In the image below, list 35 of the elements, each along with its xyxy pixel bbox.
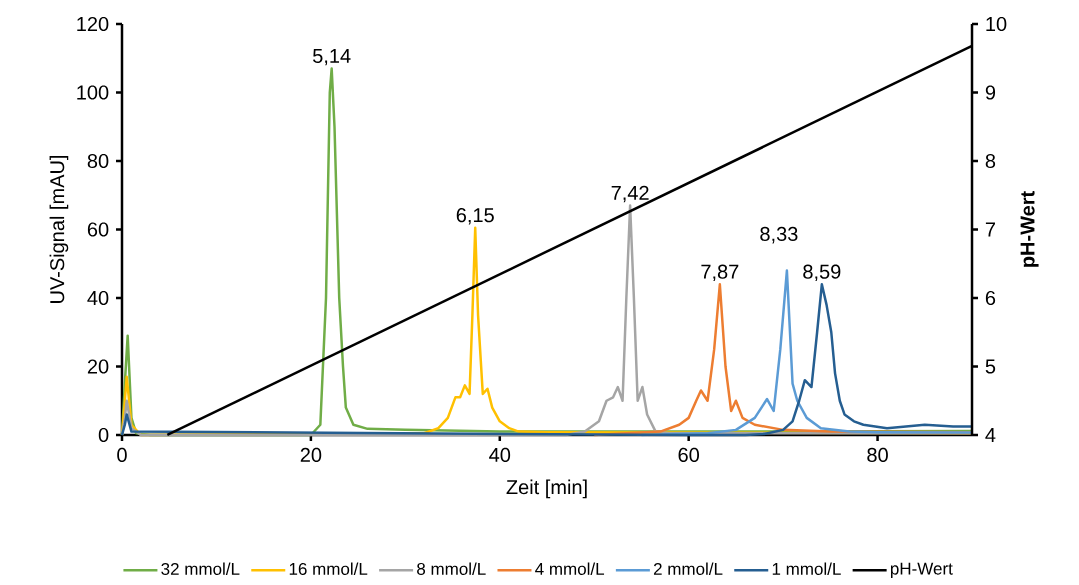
y-tick-label: 80 (87, 153, 109, 169)
x-tick-label: 40 (489, 447, 511, 463)
annotation: 8,59 (803, 264, 841, 282)
y2-tick-label: 9 (985, 85, 996, 100)
y2-tick-label: 7 (985, 222, 995, 237)
y-axis-title: UV-Signal [mAU] (49, 155, 69, 303)
y2-tick-label: 5 (985, 359, 996, 374)
annotation: 7,42 (611, 185, 649, 203)
legend-label: 1 mmol/L (772, 562, 841, 575)
x-tick-label: 80 (867, 447, 888, 463)
y-tick-label: 20 (87, 359, 109, 374)
y2-tick-label: 6 (985, 290, 996, 306)
legend-label: 4 mmol/L (535, 562, 605, 575)
x-tick-label: 20 (300, 447, 322, 463)
x-axis-title: Zeit [min] (506, 479, 587, 499)
y-tick-label: 60 (87, 222, 109, 237)
x-tick-label: 0 (117, 447, 127, 463)
legend-label: 16 mmol/L (289, 562, 368, 575)
x-tick-label: 60 (678, 447, 700, 463)
y-tick-label: 0 (98, 427, 109, 443)
y-tick-label: 100 (77, 85, 109, 100)
y-tick-label: 120 (77, 16, 109, 32)
y2-axis-title: pH-Wert (1020, 191, 1039, 267)
annotation: 5,14 (313, 49, 351, 66)
legend-label: 8 mmol/L (417, 562, 486, 575)
legend-label: pH-Wert (890, 562, 953, 579)
y-tick-label: 40 (87, 290, 109, 306)
y2-tick-label: 4 (985, 428, 996, 442)
annotation: 8,33 (760, 226, 798, 244)
legend-label: 32 mmol/L (161, 562, 240, 575)
y2-tick-label: 8 (985, 153, 996, 169)
legend-label: 2 mmol/L (653, 562, 723, 575)
y2-tick-label: 10 (986, 16, 1007, 32)
annotation: 6,15 (456, 208, 494, 225)
annotation: 7,87 (701, 264, 739, 282)
